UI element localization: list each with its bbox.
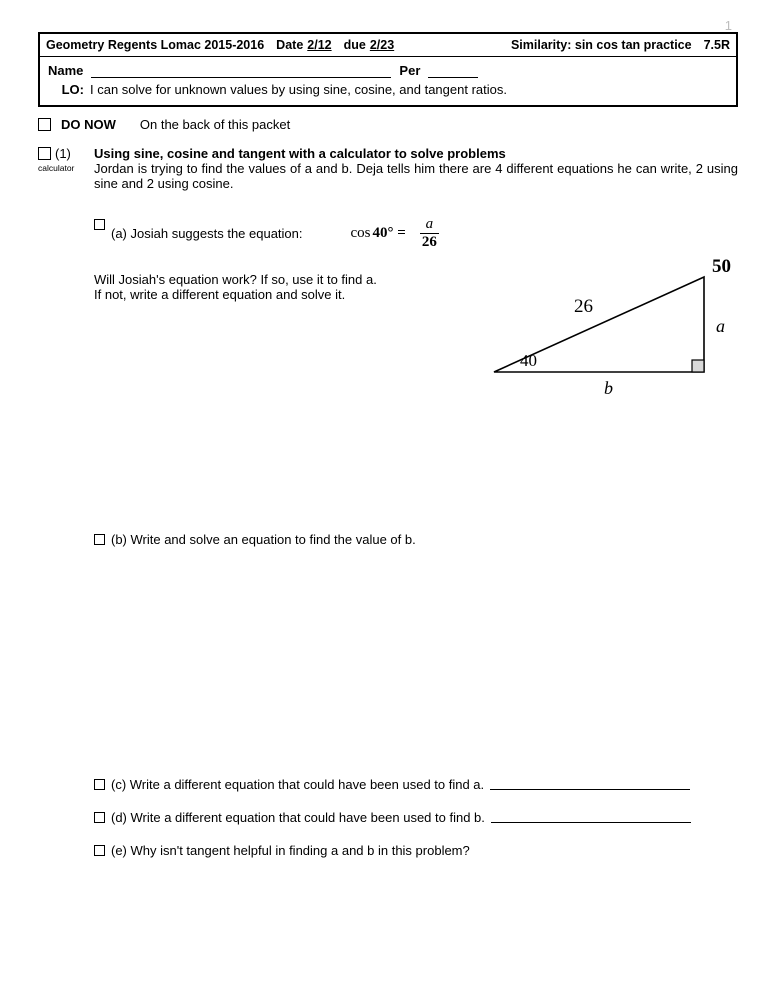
header-box: Geometry Regents Lomac 2015-2016 Date 2/… xyxy=(38,32,738,107)
triangle-svg: 50 40 26 a b xyxy=(474,252,734,402)
part-e-text: (e) Why isn't tangent helpful in finding… xyxy=(111,843,470,858)
name-label: Name xyxy=(48,63,83,78)
header-row-bottom: Name Per LO: I can solve for unknown val… xyxy=(40,57,736,105)
section-1-checkbox[interactable] xyxy=(38,147,51,160)
fraction-den: 26 xyxy=(420,233,439,250)
due-value: 2/23 xyxy=(370,38,394,52)
right-angle-mark xyxy=(692,360,704,372)
do-now-row: DO NOW On the back of this packet xyxy=(38,117,738,132)
lo-line: LO: I can solve for unknown values by us… xyxy=(48,82,728,97)
section-1-intro: Jordan is trying to find the values of a… xyxy=(94,161,738,191)
lo-label: LO: xyxy=(48,82,84,97)
part-e-row: (e) Why isn't tangent helpful in finding… xyxy=(94,843,738,858)
part-d-text: (d) Write a different equation that coul… xyxy=(111,810,485,825)
do-now-label: DO NOW xyxy=(61,117,116,132)
part-b-row: (b) Write and solve an equation to find … xyxy=(94,532,738,547)
part-d-row: (d) Write a different equation that coul… xyxy=(94,810,738,825)
per-blank[interactable] xyxy=(428,63,478,78)
date-value: 2/12 xyxy=(307,38,331,52)
worksheet-page: 1 Geometry Regents Lomac 2015-2016 Date … xyxy=(0,0,768,994)
date-cell: Date 2/12 xyxy=(270,38,337,52)
part-c-row: (c) Write a different equation that coul… xyxy=(94,777,738,792)
part-a-text: (a) Josiah suggests the equation: xyxy=(111,226,303,241)
page-number: 1 xyxy=(725,18,732,33)
due-cell: due 2/23 xyxy=(338,38,401,52)
part-b-checkbox[interactable] xyxy=(94,534,105,545)
part-b-text: (b) Write and solve an equation to find … xyxy=(111,532,416,547)
part-d-blank[interactable] xyxy=(491,810,691,823)
course-title: Geometry Regents Lomac 2015-2016 xyxy=(40,38,270,52)
date-label: Date xyxy=(276,38,303,52)
part-c-text: (c) Write a different equation that coul… xyxy=(111,777,484,792)
part-e-checkbox[interactable] xyxy=(94,845,105,856)
part-a-content: (a) Josiah suggests the equation: cos40°… xyxy=(111,217,439,250)
name-blank[interactable] xyxy=(91,63,391,78)
do-now-checkbox[interactable] xyxy=(38,118,51,131)
header-row-top: Geometry Regents Lomac 2015-2016 Date 2/… xyxy=(40,34,736,57)
triangle-figure: 50 40 26 a b xyxy=(474,252,734,402)
do-now-text: On the back of this packet xyxy=(140,117,290,132)
part-c-blank[interactable] xyxy=(490,777,690,790)
eq-deg: 40° = xyxy=(373,225,406,241)
equation-fraction: a 26 xyxy=(420,217,439,250)
part-a-checkbox[interactable] xyxy=(94,219,105,230)
part-d-checkbox[interactable] xyxy=(94,812,105,823)
side-a-label: a xyxy=(716,316,725,336)
side-b-label: b xyxy=(604,378,613,398)
section-1-title: Using sine, cosine and tangent with a ca… xyxy=(94,146,738,161)
per-label: Per xyxy=(399,63,420,78)
fraction-num: a xyxy=(424,217,436,233)
section-1-num-row: (1) xyxy=(38,146,84,161)
name-line: Name Per xyxy=(48,63,728,78)
due-label: due xyxy=(344,38,366,52)
topic-title: Similarity: sin cos tan practice xyxy=(505,38,698,52)
section-1-number: (1) xyxy=(55,146,71,161)
section-1-left: (1) calculator xyxy=(38,146,84,858)
equation-cos: cos40° = xyxy=(351,225,406,242)
part-a-row: (a) Josiah suggests the equation: cos40°… xyxy=(94,217,738,250)
calculator-note: calculator xyxy=(38,163,84,173)
part-c-checkbox[interactable] xyxy=(94,779,105,790)
hypotenuse-label: 26 xyxy=(574,296,593,317)
lo-text: I can solve for unknown values by using … xyxy=(90,82,507,97)
angle-bottom-label: 40 xyxy=(520,351,537,370)
angle-top-label: 50 xyxy=(712,256,731,277)
topic-code: 7.5R xyxy=(698,38,736,52)
eq-cos-word: cos xyxy=(351,225,371,241)
